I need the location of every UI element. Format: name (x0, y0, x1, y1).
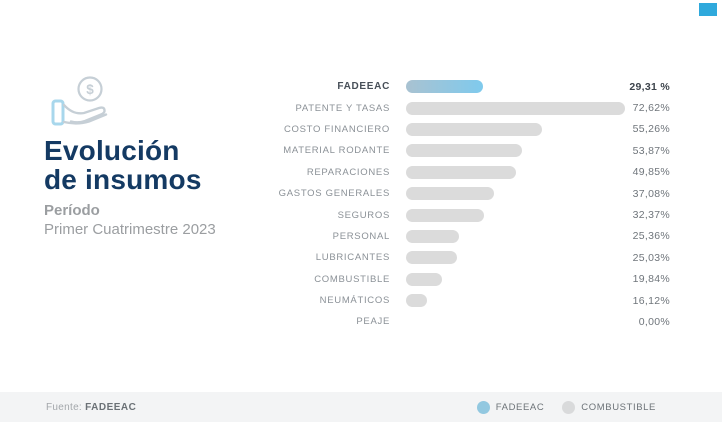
chart-row: FADEEAC 29,31 % (0, 76, 670, 97)
bar-track (390, 229, 625, 243)
chart-row: COSTO FINANCIERO 55,26% (0, 119, 670, 140)
bar-value: 16,12% (632, 294, 670, 307)
bar (406, 272, 442, 286)
bar-value: 19,84% (632, 273, 670, 286)
hand-receiving-coin-icon: $ (46, 74, 274, 132)
legend-item: COMBUSTIBLE (562, 400, 656, 414)
chart-row: PATENTE Y TASAS 72,62% (0, 97, 670, 118)
header-block: $ Evolución de insumos Período Primer Cu… (44, 74, 274, 239)
bar (406, 165, 516, 179)
bar-track (390, 101, 625, 115)
bar (406, 208, 484, 222)
bar-label: PATENTE Y TASAS (295, 102, 390, 114)
chart-row: REPARACIONES 49,85% (0, 162, 670, 183)
bar (406, 294, 427, 308)
bar (406, 101, 625, 115)
bar-label: COSTO FINANCIERO (283, 123, 390, 135)
bar-rows: FADEEAC 29,31 % PATENTE Y TASAS 72,62% COSTO… (0, 76, 670, 333)
bar-label: MATERIAL RODANTE (283, 145, 390, 157)
footer-bar: Fuente: FADEEAC FADEEAC COMBUSTIBLE (0, 392, 722, 422)
bar-label: REPARACIONES (306, 166, 390, 178)
source-note: Fuente: FADEEAC (46, 402, 136, 413)
bar-track (390, 80, 625, 94)
bar-track (390, 272, 625, 286)
brand-corner-square (699, 3, 717, 16)
bar-value: 29,31 % (629, 80, 670, 93)
bar-chart: FADEEAC 29,31 % PATENTE Y TASAS 72,62% COSTO… (0, 76, 670, 333)
legend-item: FADEEAC (476, 400, 545, 414)
bar-label: PERSONAL (332, 230, 390, 242)
title-line-2: de insumos (44, 164, 202, 195)
chart-row: MATERIAL RODANTE 53,87% (0, 140, 670, 161)
bar (406, 187, 494, 201)
bar-label: SEGUROS (337, 209, 390, 221)
source-value: FADEEAC (85, 401, 137, 413)
legend-dot (562, 400, 576, 414)
bar-track (390, 144, 625, 158)
bar-value: 53,87% (632, 144, 670, 157)
bar-label: GASTOS GENERALES (278, 188, 390, 200)
chart-row: SEGUROS 32,37% (0, 204, 670, 225)
legend: FADEEAC COMBUSTIBLE (476, 400, 656, 414)
bar-value: 37,08% (632, 187, 670, 200)
svg-text:$: $ (86, 82, 94, 97)
bar (406, 80, 483, 94)
bar-label: LUBRICANTES (315, 252, 390, 264)
legend-label: FADEEAC (495, 401, 545, 413)
bar-value: 72,62% (632, 102, 670, 115)
bar-track (390, 187, 625, 201)
bar (406, 122, 542, 136)
chart-row: COMBUSTIBLE 19,84% (0, 269, 670, 290)
bar-track (390, 208, 625, 222)
chart-row: LUBRICANTES 25,03% (0, 247, 670, 268)
source-label: Fuente: (46, 401, 86, 413)
bar-value: 25,36% (632, 230, 670, 243)
page-title: Evolución de insumos (44, 136, 274, 194)
bar-label: COMBUSTIBLE (314, 273, 390, 285)
bar (406, 144, 522, 158)
bar-track (390, 122, 625, 136)
bar-label: PEAJE (356, 316, 390, 328)
bar-label: NEUMÁTICOS (319, 295, 390, 307)
bar-track (390, 294, 625, 308)
bar-value: 32,37% (632, 209, 670, 222)
bar-track (390, 251, 625, 265)
bar-value: 0,00% (638, 315, 670, 328)
bar-value: 49,85% (632, 166, 670, 179)
bar-track (390, 165, 625, 179)
bar-label: FADEEAC (337, 81, 390, 93)
period-value: Primer Cuatrimestre 2023 (44, 221, 216, 238)
bar (406, 229, 459, 243)
chart-row: GASTOS GENERALES 37,08% (0, 183, 670, 204)
legend-dot (476, 400, 490, 414)
title-line-1: Evolución (44, 135, 180, 166)
bar-value: 25,03% (632, 251, 670, 264)
bar (406, 251, 457, 265)
chart-row: PERSONAL 25,36% (0, 226, 670, 247)
legend-label: COMBUSTIBLE (581, 401, 656, 413)
bar-value: 55,26% (632, 123, 670, 136)
chart-row: PEAJE 0,00% (0, 311, 670, 332)
chart-row: NEUMÁTICOS 16,12% (0, 290, 670, 311)
period-label: Período (44, 202, 100, 219)
period-subtitle: Período Primer Cuatrimestre 2023 (44, 201, 274, 239)
